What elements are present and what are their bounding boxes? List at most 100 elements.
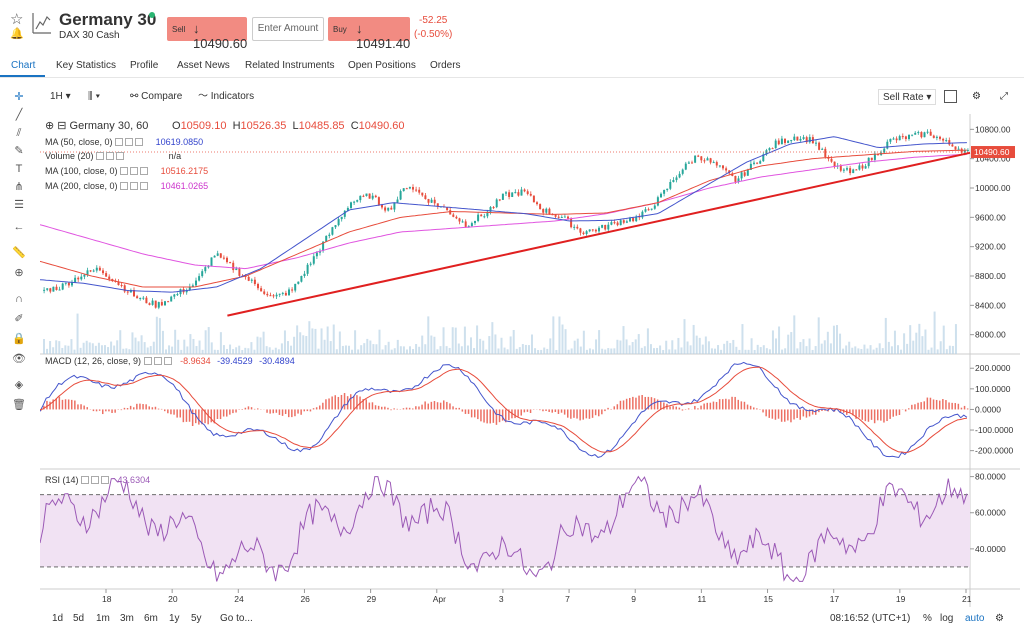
trash-icon[interactable]: 🗑	[12, 399, 26, 411]
candle-body	[700, 156, 703, 161]
text-tool-icon[interactable]: T	[15, 163, 23, 175]
auto-scale-toggle[interactable]: auto	[965, 613, 985, 624]
candle-body	[495, 199, 498, 208]
amount-input[interactable]: Enter Amount	[252, 17, 324, 41]
volume-bar	[613, 348, 616, 354]
candle-body	[384, 207, 387, 211]
macd-histogram-bar	[681, 409, 684, 411]
rate-select[interactable]: Sell Rate ▾	[878, 89, 937, 105]
volume-bar	[372, 344, 375, 354]
macd-histogram-bar	[278, 409, 281, 415]
ruler-icon[interactable]: 📏	[12, 247, 26, 259]
volume-bar	[646, 328, 649, 354]
star-icon[interactable]: ☆	[10, 11, 24, 28]
volume-bar	[85, 340, 88, 354]
macd-histogram-bar	[64, 399, 67, 410]
macd-histogram-bar	[889, 409, 891, 419]
crosshair-icon[interactable]: ✛	[14, 91, 24, 103]
macd-histogram-bar	[821, 409, 823, 412]
back-arrow-icon[interactable]: ←	[13, 221, 25, 233]
settings-icon[interactable]: ⚙	[972, 91, 981, 102]
volume-bar	[335, 349, 338, 354]
macd-histogram-bar	[601, 409, 603, 415]
layers-icon[interactable]: ◈	[14, 379, 24, 391]
volume-bar	[97, 342, 100, 354]
range-6m[interactable]: 6m	[144, 613, 158, 624]
macd-histogram-bar	[954, 403, 956, 410]
fullscreen-icon[interactable]: ⤢	[1000, 91, 1008, 102]
volume-bar	[948, 345, 951, 354]
range-1d[interactable]: 1d	[52, 613, 64, 624]
candle-body	[303, 273, 306, 277]
collapse-icon[interactable]: ⊕ ⊟	[45, 120, 70, 132]
volume-bar	[549, 338, 552, 354]
magnet-icon[interactable]: ∩	[15, 293, 23, 305]
pitchfork-icon[interactable]: ⫽	[16, 127, 22, 139]
volume-bar	[527, 345, 530, 354]
chart-area[interactable]: 10800.00 10400.00 10000.00 9600.00 9200.00 88…	[39, 114, 1020, 607]
compare-button[interactable]: ⚯ Compare	[130, 91, 183, 102]
range-1m[interactable]: 1m	[96, 613, 110, 624]
tab-asset-news[interactable]: Asset News	[177, 60, 230, 71]
tab-related-instruments[interactable]: Related Instruments	[245, 60, 335, 71]
percent-scale-toggle[interactable]: %	[923, 613, 932, 624]
pencil-lock-icon[interactable]: ✐	[14, 313, 24, 325]
volume-bar	[909, 325, 912, 354]
chart-canvas[interactable]: 10800.00 10400.00 10000.00 9600.00 9200.00 88…	[39, 114, 1020, 607]
trendline-icon[interactable]: ╱	[15, 109, 23, 121]
volume-bar	[656, 347, 659, 354]
volume-bar	[823, 340, 826, 354]
candle-body	[573, 226, 576, 228]
pattern-icon[interactable]: ⋔	[14, 181, 24, 193]
macd-histogram-bar	[179, 409, 181, 418]
sell-button[interactable]: Sell ↓ 10490.60	[167, 17, 247, 51]
brush-icon[interactable]: ✎	[14, 145, 24, 157]
candle-body	[743, 172, 746, 176]
range-1y[interactable]: 1y	[169, 613, 180, 624]
tab-chart[interactable]: Chart	[11, 60, 36, 71]
candle-body	[942, 138, 945, 141]
buy-button[interactable]: Buy ↓ 10491.40	[328, 17, 410, 51]
candle-body	[703, 160, 706, 162]
goto-button[interactable]: Go to...	[220, 613, 253, 624]
macd-histogram-bar	[529, 409, 532, 413]
volume-bar	[473, 348, 476, 354]
range-3m[interactable]: 3m	[120, 613, 134, 624]
macd-histogram-bar	[495, 409, 498, 425]
alert-icon[interactable]: 🔔	[10, 28, 24, 40]
macd-histogram-bar	[272, 409, 274, 414]
macd-histogram-bar	[675, 406, 677, 410]
chart-settings-icon[interactable]: ⚙	[995, 613, 1004, 624]
screenshot-icon[interactable]	[944, 90, 957, 103]
fibonacci-icon[interactable]: ☰	[14, 199, 24, 211]
candle-body	[753, 162, 755, 164]
volume-bar	[76, 313, 79, 354]
tab-profile[interactable]: Profile	[130, 60, 159, 71]
macd-tick-label: 200.0000	[975, 363, 1011, 373]
volume-bar	[296, 325, 299, 354]
macd-histogram-bar	[474, 409, 476, 418]
volume-bar	[643, 346, 646, 354]
range-5d[interactable]: 5d	[73, 613, 85, 624]
volume-bar	[579, 346, 582, 354]
eye-icon[interactable]: 👁	[12, 353, 26, 365]
chart-type-select[interactable]: ⫼ ▾	[88, 91, 101, 102]
macd-histogram-bar	[139, 403, 141, 410]
candle-body	[98, 267, 101, 271]
macd-histogram-bar	[613, 406, 615, 410]
macd-histogram-bar	[160, 408, 163, 410]
tab-open-positions[interactable]: Open Positions	[348, 60, 416, 71]
tab-orders[interactable]: Orders	[430, 60, 461, 71]
tab-key-statistics[interactable]: Key Statistics	[56, 60, 117, 71]
macd-histogram-bar	[864, 409, 867, 422]
volume-bar	[796, 348, 799, 354]
lock-icon[interactable]: 🔒	[12, 333, 26, 345]
candle-body	[644, 209, 647, 212]
macd-histogram-bar	[706, 402, 708, 410]
zoom-in-icon[interactable]: ⊕	[14, 267, 24, 279]
log-scale-toggle[interactable]: log	[940, 613, 954, 624]
interval-select[interactable]: 1H ▾	[50, 91, 71, 102]
indicators-button[interactable]: 〜 Indicators	[198, 91, 255, 102]
candle-body	[139, 297, 142, 299]
range-5y[interactable]: 5y	[191, 613, 202, 624]
